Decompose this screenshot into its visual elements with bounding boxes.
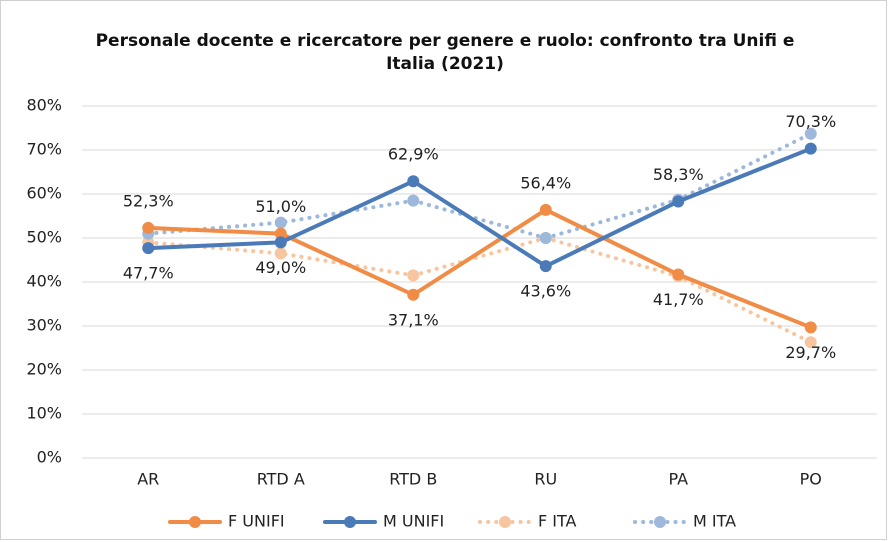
y-tick-label: 60% — [26, 184, 62, 203]
series-line — [146, 131, 813, 241]
data-label: 43,6% — [520, 282, 571, 301]
x-tick-label: RTD A — [257, 470, 305, 489]
data-point — [804, 142, 817, 155]
legend-label: F ITA — [538, 512, 577, 531]
data-point — [142, 242, 155, 255]
series-line — [146, 146, 813, 269]
data-point — [804, 127, 817, 140]
data-point — [539, 260, 552, 273]
legend-label: F UNIFI — [228, 512, 285, 531]
data-point — [407, 269, 420, 282]
data-point — [407, 288, 420, 301]
y-tick-label: 70% — [26, 140, 62, 159]
series-line — [146, 235, 813, 345]
x-tick-label: RU — [534, 470, 557, 489]
data-label: 51,0% — [255, 197, 306, 216]
data-point — [539, 203, 552, 216]
data-label: 29,7% — [785, 343, 836, 362]
y-tick-label: 20% — [26, 360, 62, 379]
data-label: 56,4% — [520, 173, 571, 192]
data-point — [804, 321, 817, 334]
data-label: 62,9% — [388, 145, 439, 164]
data-point — [672, 195, 685, 208]
data-label: 47,7% — [123, 264, 174, 283]
data-point — [407, 194, 420, 207]
y-tick-label: 30% — [26, 316, 62, 335]
data-label: 70,3% — [785, 112, 836, 131]
x-tick-label: RTD B — [389, 470, 437, 489]
data-point — [274, 236, 287, 249]
data-point — [274, 216, 287, 229]
chart-title: Personale docente e ricercatore per gene… — [95, 31, 795, 74]
data-point — [672, 268, 685, 281]
data-point — [274, 227, 287, 240]
data-point — [142, 221, 155, 234]
y-tick-label: 0% — [37, 448, 62, 467]
data-point — [804, 336, 817, 349]
y-tick-label: 40% — [26, 272, 62, 291]
y-tick-label: 80% — [26, 96, 62, 115]
data-point — [407, 175, 420, 188]
y-tick-label: 10% — [26, 404, 62, 423]
legend-label: M ITA — [693, 512, 736, 531]
data-label: 37,1% — [388, 310, 439, 329]
data-point — [539, 232, 552, 244]
x-tick-label: PO — [800, 470, 822, 489]
data-label: 52,3% — [123, 191, 174, 210]
x-tick-label: PA — [668, 470, 688, 489]
legend-marker — [654, 516, 666, 528]
legend-marker — [344, 516, 356, 528]
data-point — [274, 247, 287, 260]
legend-label: M UNIFI — [383, 512, 444, 531]
legend-marker — [499, 516, 511, 528]
series-line — [146, 207, 813, 330]
legend-marker — [189, 516, 201, 528]
y-tick-label: 50% — [26, 228, 62, 247]
x-tick-label: AR — [137, 470, 159, 489]
data-label: 49,0% — [255, 258, 306, 277]
data-label: 41,7% — [653, 290, 704, 309]
data-label: 58,3% — [653, 165, 704, 184]
